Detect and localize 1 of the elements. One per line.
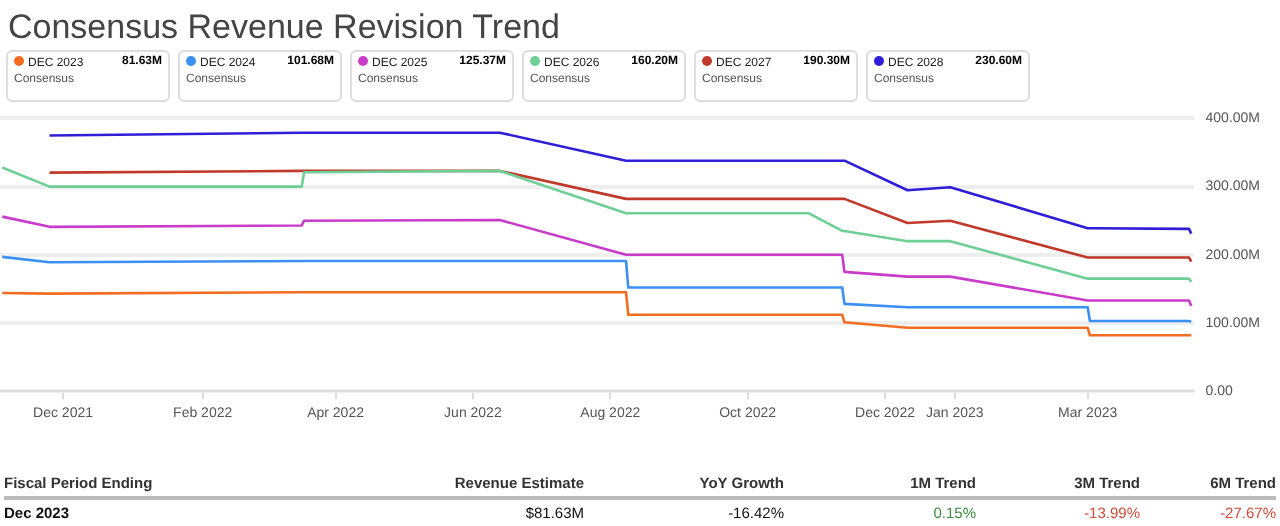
chart-title: Consensus Revenue Revision Trend (8, 8, 560, 48)
